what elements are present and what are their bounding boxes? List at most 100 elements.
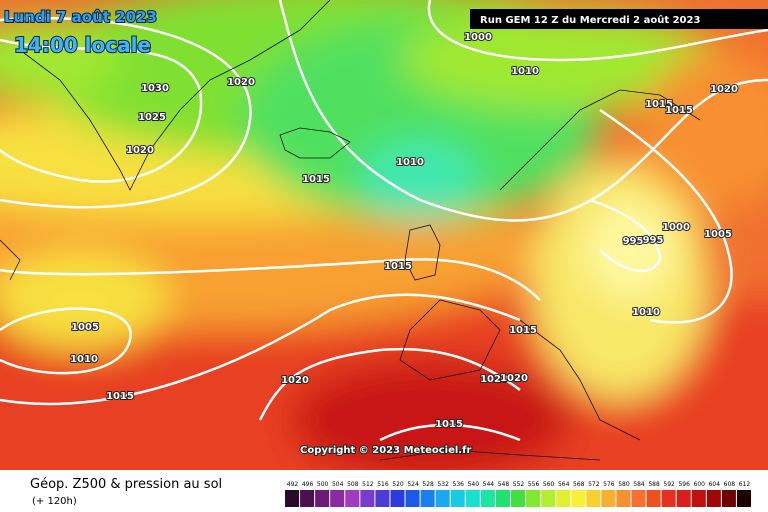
scale-label: 604 [709,481,721,488]
scale-label: 492 [287,481,299,488]
color-swatch [360,490,375,507]
color-swatch [390,490,405,507]
date: Lundi 7 août 2023 [4,8,157,26]
isobar-label: 1015 [645,99,673,110]
color-swatch [646,490,661,507]
scale-label: 552 [513,481,525,488]
scale-label: 540 [468,481,480,488]
isobar-label: 1015 [302,174,330,185]
isobar-labels: 1030 1025 1020 1020 1000 1010 1020 1015 … [69,31,739,431]
isobar-label: 1020 [227,77,255,88]
color-swatch [450,490,465,507]
scale-label: 528 [422,481,434,488]
scale-label: 508 [347,481,359,488]
color-swatch [706,490,721,507]
isobar-label: 1015 [509,325,537,336]
color-swatch [375,490,390,507]
color-swatch [285,490,300,507]
scale-label: 568 [573,481,585,488]
scale-label: 560 [543,481,555,488]
isobar-label: 1010 [70,354,98,365]
color-swatch [721,490,736,507]
color-swatch [330,490,345,507]
scale-label: 564 [558,481,570,488]
isobar-label: 1010 [396,157,424,168]
scale-label: 584 [633,481,645,488]
color-swatch [571,490,586,507]
color-swatch [631,490,646,507]
isobar-label: 1000 [662,222,690,233]
scale-label: 580 [618,481,630,488]
color-swatch [736,490,751,507]
isobar-label: 1015 [384,261,412,272]
legend-subtitle: (+ 120h) [32,496,77,507]
isobar-label: 1020 [281,375,309,386]
isobar-label: 1020 [500,373,528,384]
isobar-label: 1005 [71,322,99,333]
color-swatch [676,490,691,507]
color-swatch [405,490,420,507]
scale-label: 556 [528,481,540,488]
isobar-label: 995 [623,236,644,247]
isobar-label: 1015 [665,105,693,116]
isobar-label: 1025 [138,112,166,123]
color-swatch [420,490,435,507]
scale-label: 516 [377,481,389,488]
color-swatch [691,490,706,507]
isobar-label: 995 [643,235,664,246]
isobar-label: 1005 [704,229,732,240]
color-scale: 492 496 500 504 508 512 516 520 524 528 532 536 540 5… [285,481,751,507]
time: 14:00 locale [14,33,151,57]
isobar-label: 1015 [435,419,463,430]
map [0,0,768,500]
scale-label: 520 [392,481,404,488]
isobars [0,0,768,442]
color-swatch [556,490,571,507]
scale-label: 532 [437,481,449,488]
color-swatch [495,490,510,507]
scale-label: 544 [483,481,495,488]
color-swatch [661,490,676,507]
isobar-label: 1010 [632,307,660,318]
run-box [470,9,768,29]
isobar-label: 1030 [141,83,169,94]
isobar-label: 1010 [511,66,539,77]
legend-title: Géop. Z500 & pression au sol [30,477,222,492]
color-swatch [315,490,330,507]
scale-label: 500 [317,481,329,488]
isobar-label: 1015 [106,391,134,402]
color-swatch [526,490,541,507]
scale-label: 536 [453,481,465,488]
scale-label: 596 [678,481,690,488]
scale-label: 588 [648,481,660,488]
isobar-label: 1020 [710,84,738,95]
scale-label: 512 [362,481,374,488]
isobar-label: 1000 [464,32,492,43]
color-swatch [510,490,526,507]
copyright: Copyright © 2023 Meteociel.fr [300,445,471,456]
scale-label: 600 [694,481,706,488]
isobar-label: 1020 [126,145,154,156]
color-swatch [480,490,495,507]
scale-label: 572 [588,481,600,488]
color-swatch [541,490,556,507]
run: Run GEM 12 Z du Mercredi 2 août 2023 [480,14,700,26]
color-swatch [435,490,450,507]
scale-label: 608 [724,481,736,488]
scale-label: 576 [603,481,615,488]
color-swatch [586,490,601,507]
color-swatch [345,490,360,507]
color-swatch [616,490,631,507]
scale-label: 524 [407,481,419,488]
scale-label: 504 [332,481,344,488]
isobar-label: 1020 [480,374,508,385]
color-swatch [465,490,480,507]
scale-label: 548 [498,481,510,488]
scale-label: 612 [739,481,751,488]
scale-label: 592 [663,481,675,488]
color-swatch [601,490,616,507]
color-swatch [300,490,315,507]
scale-label: 496 [302,481,314,488]
coastlines [0,0,701,461]
